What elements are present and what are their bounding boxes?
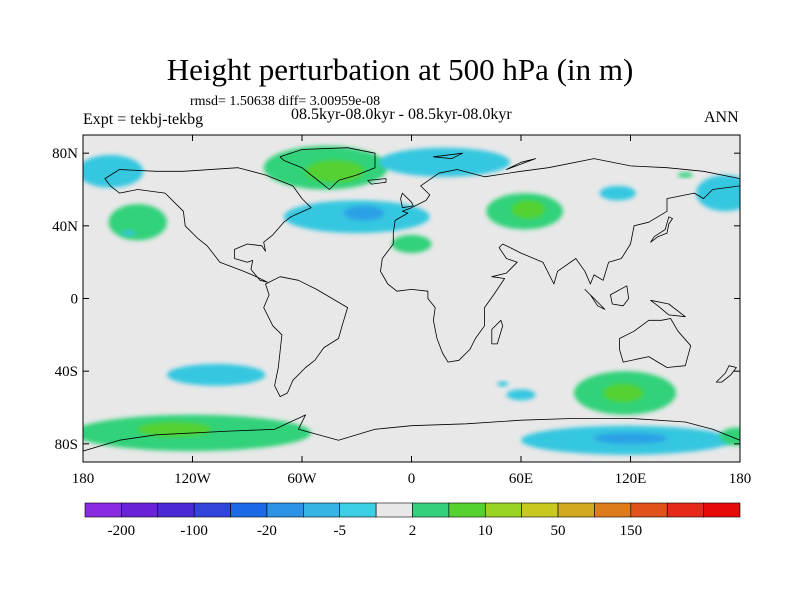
- anomaly-east-asia-negative: [599, 185, 636, 201]
- anomaly-north-pacific-negative: [83, 154, 144, 188]
- coastline-new-zealand: [715, 365, 737, 383]
- colorbar-swatch: [703, 502, 741, 518]
- lon-tick-label: 60E: [509, 471, 533, 487]
- colorbar-label: 10: [478, 523, 493, 539]
- anomaly-southern-ocean-negative-east-core: [594, 432, 667, 444]
- coastline-britain: [400, 192, 414, 209]
- season-label: ANN: [704, 109, 739, 126]
- colorbar-swatch: [230, 502, 268, 518]
- coastline-eurasia-africa: [380, 158, 740, 363]
- colorbar-swatch: [521, 502, 559, 518]
- colorbar-swatch: [666, 502, 704, 518]
- run-period-label: 08.5kyr-08.0kyr - 08.5kyr-08.0kyr: [291, 106, 512, 123]
- coastline-madagascar: [491, 319, 504, 345]
- coastline-japan: [650, 216, 673, 243]
- anomaly-south-pacific-small-negative: [497, 381, 509, 387]
- anomaly-south-atlantic-negative: [506, 389, 536, 401]
- coastline-north-america: [104, 167, 312, 283]
- colorbar-swatch: [339, 502, 377, 518]
- colorbar-swatch: [630, 502, 668, 518]
- anomaly-kamchatka-negative: [696, 174, 740, 212]
- experiment-label: Expt = tekbj-tekbg: [83, 111, 204, 128]
- anomaly-north-africa-positive: [391, 234, 432, 254]
- anomaly-indian-ocean-positive-core: [603, 383, 644, 403]
- coastline-borneo: [610, 285, 630, 307]
- lon-tick-label: 120E: [615, 471, 647, 487]
- coastline-greenland: [279, 147, 376, 190]
- colorbar-label: 150: [620, 523, 643, 539]
- colorbar-swatch: [266, 502, 304, 518]
- colorbar-swatch: [303, 502, 341, 518]
- lat-tick-label: 80N: [52, 146, 78, 162]
- colorbar-label: -20: [257, 523, 277, 539]
- colorbar-label: 50: [551, 523, 566, 539]
- anomaly-pacific-small-negative: [121, 230, 136, 236]
- colorbar-label: -200: [108, 523, 136, 539]
- anomaly-greenland-positive-core: [305, 160, 365, 183]
- anomaly-field: [83, 145, 740, 455]
- lat-tick-label: 80S: [55, 437, 78, 453]
- lat-tick-label: 40S: [55, 364, 78, 380]
- anomaly-dateline-positive-south: [719, 427, 740, 446]
- rmsd-diff-stats: rmsd= 1.50638 diff= 3.00959e-08: [190, 94, 381, 109]
- anomaly-asia-positive-core: [511, 200, 545, 219]
- coastline-iceland: [367, 178, 387, 185]
- coastline-sumatra: [584, 288, 606, 310]
- anomaly-pacific-small-positive: [677, 172, 693, 178]
- anomaly-north-atlantic-negative-core: [343, 205, 385, 221]
- colorbar-swatch: [157, 502, 195, 518]
- longitude-axis: 180 120W 60W 0 60E 120E 180: [72, 135, 752, 487]
- colorbar-swatch: [594, 502, 632, 518]
- anomaly-southern-ocean-positive-west-core: [137, 422, 211, 437]
- lon-tick-label: 120W: [174, 471, 212, 487]
- colorbar-swatch: [84, 502, 122, 518]
- colorbar-swatch: [412, 502, 450, 518]
- plot-title: Height perturbation at 500 hPa (in m): [166, 52, 634, 87]
- lon-tick-label: 180: [72, 471, 95, 487]
- coastline-australia: [619, 318, 692, 368]
- colorbar-label: -5: [333, 523, 346, 539]
- lat-tick-label: 0: [71, 292, 79, 308]
- lon-tick-label: 0: [408, 471, 416, 487]
- colorbar-swatch: [448, 502, 486, 518]
- coastline-new-guinea: [650, 299, 686, 318]
- anomaly-south-pacific-negative: [166, 363, 266, 386]
- coastline-novaya-zemlya: [505, 158, 536, 170]
- colorbar: -200 -100 -20 -5 2 10 50 150: [84, 502, 741, 539]
- colorbar-swatch: [557, 502, 595, 518]
- anomaly-pacific-positive: [108, 204, 167, 241]
- colorbar-swatch: [484, 502, 522, 518]
- lon-tick-label: 60W: [287, 471, 317, 487]
- colorbar-swatch: [193, 502, 231, 518]
- colorbar-label: -100: [180, 523, 208, 539]
- coastline-antarctica: [83, 414, 740, 462]
- coastline-south-america: [263, 276, 349, 398]
- anomaly-arctic-negative: [378, 147, 511, 177]
- lon-tick-label: 180: [729, 471, 752, 487]
- coastline-svalbard: [432, 152, 464, 160]
- colorbar-swatch: [121, 502, 159, 518]
- colorbar-swatch: [375, 502, 413, 518]
- coastlines: [83, 147, 740, 462]
- latitude-axis: 80N 40N 0 40S 80S: [52, 146, 740, 453]
- lat-tick-label: 40N: [52, 219, 78, 235]
- colorbar-label: 2: [409, 523, 417, 539]
